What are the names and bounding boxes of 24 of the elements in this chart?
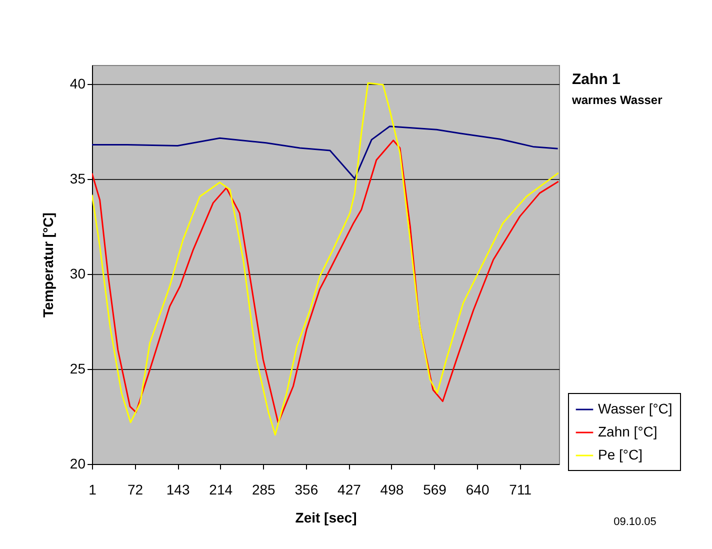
x-tick-label: 427	[338, 482, 362, 498]
x-tick-label: 356	[294, 482, 318, 498]
x-tick-label: 711	[509, 482, 532, 498]
x-tick-label: 72	[127, 482, 144, 498]
x-tick-label: 1	[88, 482, 97, 498]
legend-label: Zahn [°C]	[598, 424, 658, 440]
legend-label: Pe [°C]	[598, 446, 643, 462]
text: 09.10.05	[614, 516, 656, 528]
y-tick-label: 35	[70, 170, 86, 186]
legend-label: Wasser [°C]	[598, 400, 672, 416]
x-tick-label: 214	[209, 482, 233, 498]
text: Zahn 1	[572, 71, 620, 88]
x-tick-label: 498	[380, 482, 404, 498]
x-tick-label: 640	[466, 482, 490, 498]
x-tick-label: 143	[166, 482, 190, 498]
y-axis-title: Temperatur [°C]	[40, 212, 56, 318]
y-tick-label: 40	[70, 76, 86, 92]
x-axis-title: Zeit [sec]	[295, 510, 357, 526]
x-tick-label: 569	[423, 482, 447, 498]
x-tick-label: 285	[252, 482, 276, 498]
y-tick-label: 20	[70, 456, 86, 472]
y-tick-label: 25	[70, 360, 86, 376]
y-tick-label: 30	[70, 266, 86, 282]
text: warmes Wasser	[571, 93, 663, 107]
